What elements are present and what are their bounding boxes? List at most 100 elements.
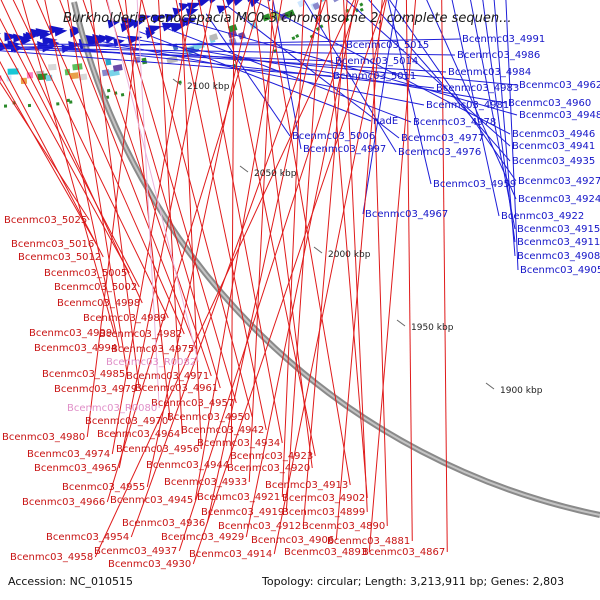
gene-label[interactable]: Bcenmc03_4997 <box>303 144 386 155</box>
tick-label: 2100 kbp <box>187 82 230 92</box>
forward-leader-line <box>426 0 517 200</box>
gene-label[interactable]: Bcenmc03_4912 <box>218 521 301 532</box>
gene-label[interactable]: Bcenmc03_4966 <box>22 497 105 508</box>
gene-label[interactable]: Bcenmc03_4950 <box>167 412 250 423</box>
gene-label[interactable]: Bcenmc03_4960 <box>508 98 591 109</box>
forward-leader-line <box>451 0 500 217</box>
gene-label[interactable]: Bcenmc03_4959 <box>433 179 516 190</box>
gene-label[interactable]: Bcenmc03_4967 <box>365 209 448 220</box>
gene-label[interactable]: Bcenmc03_4922 <box>501 211 584 222</box>
gene-label[interactable]: Bcenmc03_4913 <box>265 480 348 491</box>
gene-label[interactable]: Bcenmc03_4999 <box>29 328 112 339</box>
gene-label[interactable]: Bcenmc03_4991 <box>462 34 545 45</box>
gene-label[interactable]: Bcenmc03_4978 <box>413 117 496 128</box>
gene-label[interactable]: Bcenmc03_4981 <box>426 100 509 111</box>
reverse-leader-line <box>252 0 313 469</box>
rna-gene-labels: Bcenmc03_R0082 Bcenmc03_R0080 <box>67 357 196 414</box>
gene-label[interactable]: Bcenmc03_4899 <box>282 507 365 518</box>
reverse-gene-arrow <box>172 23 188 33</box>
reverse-leader-line <box>441 0 448 553</box>
forward-leader-line <box>387 0 432 185</box>
reverse-leader-line <box>94 0 355 558</box>
gene-label[interactable]: Bcenmc03_4971 <box>126 371 209 382</box>
gene-label[interactable]: Bcenmc03_5016 <box>11 239 94 250</box>
gene-label[interactable]: Bcenmc03_4935 <box>512 156 595 167</box>
marker-dot <box>3 104 8 108</box>
gene-label[interactable]: Bcenmc03_4970 <box>85 416 168 427</box>
gene-label[interactable]: Bcenmc03_4976 <box>398 147 481 158</box>
gene-label[interactable]: Bcenmc03_4945 <box>110 495 193 506</box>
gene-label[interactable]: Bcenmc03_4915 <box>517 224 600 235</box>
rna-leader-line <box>136 0 160 409</box>
gene-label[interactable]: Bcenmc03_R0082 <box>106 357 196 368</box>
gene-label[interactable]: Bcenmc03_4920 <box>227 463 310 474</box>
gene-label[interactable]: Bcenmc03_4929 <box>161 532 244 543</box>
gene-label[interactable]: Bcenmc03_4957 <box>151 398 234 409</box>
reverse-gene-arrow <box>71 25 82 35</box>
gene-label[interactable]: Bcenmc03_4881 <box>327 536 410 547</box>
gene-label[interactable]: Bcenmc03_4986 <box>457 50 540 61</box>
gene-label[interactable]: Bcenmc03_4902 <box>282 493 365 504</box>
gene-label[interactable]: Bcenmc03_4979 <box>54 384 137 395</box>
gene-label[interactable]: Bcenmc03_5002 <box>54 282 137 293</box>
gene-label[interactable]: Bcenmc03_4954 <box>46 532 129 543</box>
gene-label[interactable]: Bcenmc03_4974 <box>27 449 110 460</box>
gene-label[interactable]: Bcenmc03_4964 <box>97 429 180 440</box>
gene-label[interactable]: Bcenmc03_4977 <box>401 133 484 144</box>
gene-label[interactable]: Bcenmc03_4985 <box>42 369 125 380</box>
gene-label[interactable]: Bcenmc03_4958 <box>10 552 93 563</box>
gene-label[interactable]: Bcenmc03_4937 <box>94 546 177 557</box>
gene-label[interactable]: Bcenmc03_4927 <box>518 176 600 187</box>
gene-label[interactable]: Bcenmc03_4944 <box>146 460 229 471</box>
reverse-leader-line <box>118 0 213 469</box>
gene-label[interactable]: Bcenmc03_4941 <box>512 141 595 152</box>
gene-label[interactable]: Bcenmc03_4975 <box>111 344 194 355</box>
gene-label[interactable]: Bcenmc03_4908 <box>517 251 600 262</box>
forward-leader-line <box>0 43 345 46</box>
gene-label[interactable]: Bcenmc03_4962 <box>519 80 600 91</box>
gene-label[interactable]: Bcenmc03_4905 <box>520 265 600 276</box>
reverse-leader-line <box>370 0 388 527</box>
tick-labels: 2100 kbp 2050 kbp 2000 kbp 1950 kbp 1900… <box>187 82 543 396</box>
reverse-leader-line <box>0 17 140 288</box>
gene-label[interactable]: Bcenmc03_5015 <box>346 40 429 51</box>
gene-label[interactable]: Bcenmc03_4911 <box>517 237 600 248</box>
gene-label[interactable]: Bcenmc03_4948 <box>519 110 600 121</box>
gene-label[interactable]: Bcenmc03_4906 <box>251 535 334 546</box>
gene-label[interactable]: Bcenmc03_4919 <box>201 507 284 518</box>
gene-label[interactable]: Bcenmc03_4867 <box>362 547 445 558</box>
gene-label[interactable]: Bcenmc03_4994 <box>34 343 117 354</box>
gene-label[interactable]: Bcenmc03_4942 <box>181 425 264 436</box>
gene-label[interactable]: Bcenmc03_4914 <box>189 549 272 560</box>
gene-label[interactable]: Bcenmc03_5006 <box>292 131 375 142</box>
gene-label[interactable]: Bcenmc03_4956 <box>116 444 199 455</box>
gene-label[interactable]: Bcenmc03_4961 <box>135 383 218 394</box>
gene-label[interactable]: Bcenmc03_5012 <box>18 252 101 263</box>
gene-label[interactable]: Bcenmc03_4930 <box>108 559 191 570</box>
gene-label[interactable]: Bcenmc03_4989 <box>83 313 166 324</box>
reverse-leader-line <box>0 0 143 304</box>
gene-label[interactable]: Bcenmc03_4980 <box>2 432 85 443</box>
gene-label[interactable]: Bcenmc03_4946 <box>512 129 595 140</box>
gene-label[interactable]: Bcenmc03_5011 <box>333 71 416 82</box>
gene-label[interactable]: Bcenmc03_4998 <box>57 298 140 309</box>
gene-label[interactable]: nadE <box>373 116 398 127</box>
gene-label[interactable]: Bcenmc03_4924 <box>518 194 600 205</box>
gene-label[interactable]: Bcenmc03_5005 <box>44 268 127 279</box>
gene-label[interactable]: Bcenmc03_4982 <box>99 329 182 340</box>
gene-label[interactable]: Bcenmc03_5025 <box>4 215 87 226</box>
gene-label[interactable]: Bcenmc03_4984 <box>448 67 531 78</box>
gene-label[interactable]: Bcenmc03_4933 <box>164 477 247 488</box>
gene-label[interactable]: Bcenmc03_4955 <box>62 482 145 493</box>
gene-label[interactable]: Bcenmc03_4890 <box>302 521 385 532</box>
cog-block <box>7 68 19 75</box>
gene-label[interactable]: Bcenmc03_4936 <box>122 518 205 529</box>
gene-label[interactable]: Bcenmc03_4921 <box>197 492 280 503</box>
gene-label[interactable]: Bcenmc03_4965 <box>34 463 117 474</box>
gene-label[interactable]: Bcenmc03_R0080 <box>67 403 157 414</box>
gene-label[interactable]: Bcenmc03_5014 <box>335 56 418 67</box>
gene-label[interactable]: Bcenmc03_4893 <box>284 547 367 558</box>
gene-label[interactable]: Bcenmc03_4983 <box>436 83 519 94</box>
gene-label[interactable]: Bcenmc03_4923 <box>230 451 313 462</box>
gene-label[interactable]: Bcenmc03_4934 <box>197 438 280 449</box>
